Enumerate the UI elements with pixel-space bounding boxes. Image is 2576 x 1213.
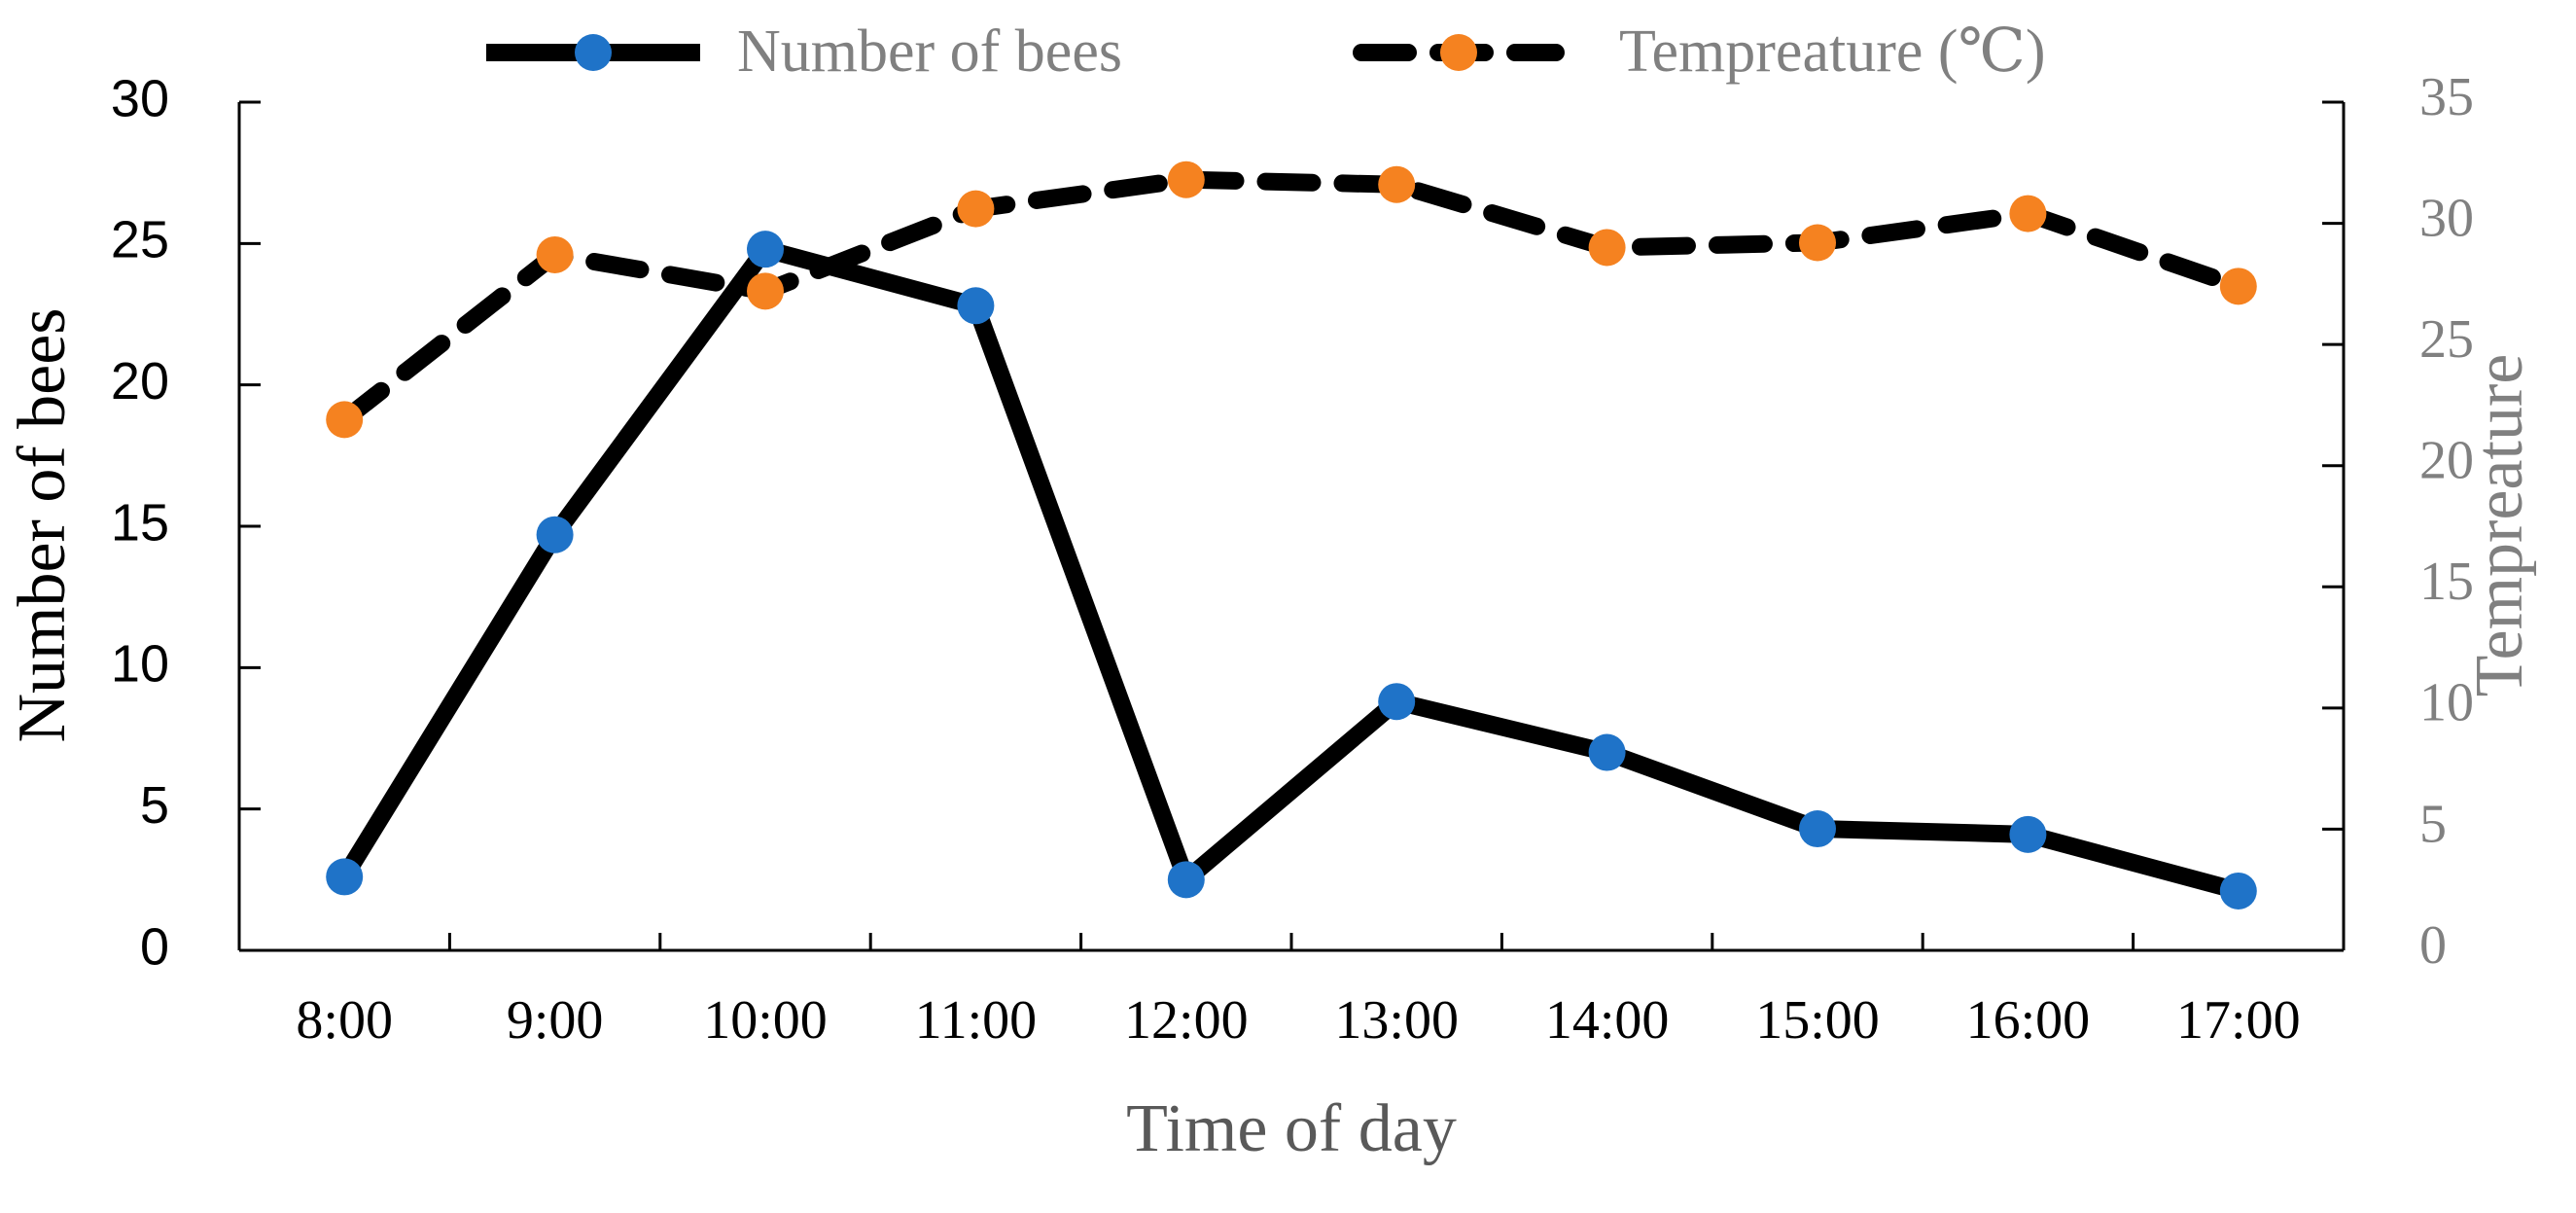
- bees-point: [2219, 872, 2257, 910]
- series-layer: [326, 161, 2257, 910]
- temperature-point: [1167, 161, 1205, 198]
- left-y-tick-label: 10: [111, 635, 169, 694]
- temperature-point: [1799, 224, 1836, 262]
- x-tick-label: 9:00: [507, 990, 604, 1051]
- temperature-point: [536, 235, 574, 273]
- x-axis-title: Time of day: [1126, 1091, 1457, 1166]
- bees-point: [326, 858, 364, 896]
- temperature-point: [1588, 229, 1626, 267]
- bees-point: [1378, 683, 1416, 721]
- right-y-tick-label: 0: [2419, 915, 2447, 976]
- bees-point: [1799, 810, 1836, 848]
- legend: Number of bees Tempreature (℃): [486, 18, 2046, 85]
- x-tick-label: 11:00: [915, 990, 1037, 1051]
- legend-bees-marker: [575, 34, 612, 71]
- bees-point: [2009, 815, 2047, 853]
- temperature-point: [747, 272, 784, 310]
- temperature-line: [335, 170, 2247, 429]
- temperature-point: [957, 190, 995, 228]
- left-y-tick-label: 20: [111, 352, 169, 410]
- left-y-tick-label: 30: [111, 69, 169, 127]
- legend-bees-label: Number of bees: [737, 18, 1122, 85]
- bees-point: [536, 516, 574, 553]
- bees-point: [747, 231, 784, 268]
- x-tick-label: 10:00: [703, 990, 828, 1051]
- temperature-point: [1378, 165, 1416, 203]
- right-y-tick-label: 25: [2419, 309, 2474, 370]
- legend-temperature-label: Tempreature (℃): [1619, 18, 2046, 85]
- left-y-tick-label: 15: [111, 493, 169, 552]
- bees-line: [336, 240, 2241, 900]
- x-tick-label: 12:00: [1124, 990, 1249, 1051]
- x-tick-label: 8:00: [296, 990, 393, 1051]
- x-tick-label: 17:00: [2176, 990, 2301, 1051]
- y2-axis-title: Tempreature: [2462, 354, 2537, 697]
- x-tick-label: 16:00: [1966, 990, 2091, 1051]
- right-y-tick-label: 10: [2419, 673, 2474, 733]
- legend-temperature-marker: [1440, 34, 1477, 71]
- right-y-tick-label: 15: [2419, 552, 2474, 612]
- temperature-point: [326, 401, 364, 439]
- bees-point: [957, 287, 995, 325]
- left-y-tick-label: 5: [140, 776, 169, 835]
- left-y-tick-label: 0: [140, 917, 169, 976]
- right-y-tick-label: 5: [2419, 794, 2447, 854]
- bees-point: [1167, 861, 1205, 899]
- bees-point: [1588, 733, 1626, 771]
- y-axis-title: Number of bees: [5, 307, 80, 742]
- temperature-point: [2009, 195, 2047, 232]
- left-y-tick-label: 25: [111, 211, 169, 269]
- x-tick-label: 13:00: [1334, 990, 1459, 1051]
- axes: 0 5 10 15 20 25 30 0 5 10 15 20 25 30 35 8:00 9:00 10:00 1…: [111, 67, 2474, 1051]
- x-tick-label: 15:00: [1755, 990, 1880, 1051]
- right-y-tick-label: 20: [2419, 431, 2474, 491]
- right-y-tick-label: 35: [2419, 67, 2474, 127]
- right-y-tick-label: 30: [2419, 188, 2474, 248]
- x-tick-label: 14:00: [1545, 990, 1670, 1051]
- temperature-point: [2219, 268, 2257, 305]
